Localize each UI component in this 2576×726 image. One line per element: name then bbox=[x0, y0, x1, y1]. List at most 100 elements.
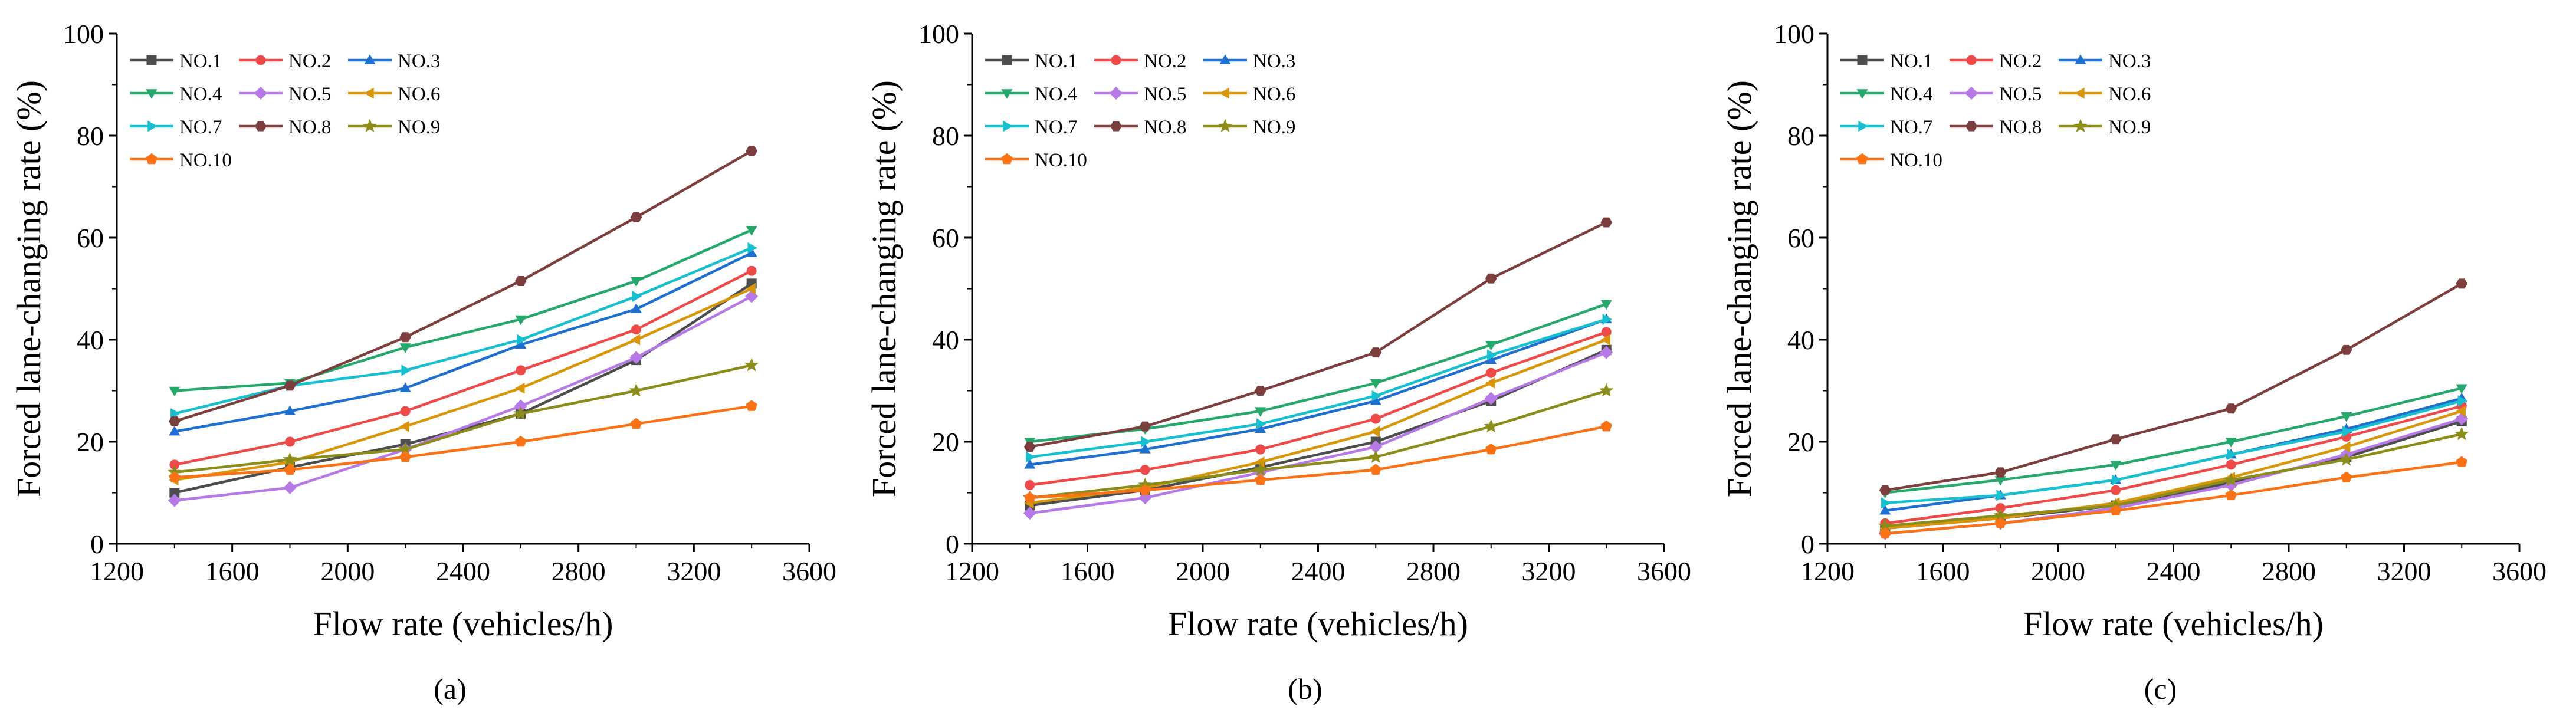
data-point bbox=[747, 242, 757, 254]
data-point bbox=[399, 332, 411, 343]
legend-label: NO.9 bbox=[1253, 117, 1295, 138]
data-point bbox=[1024, 459, 1036, 469]
series-line bbox=[1029, 351, 1607, 515]
data-point bbox=[1370, 464, 1381, 475]
data-point bbox=[1370, 379, 1381, 389]
data-point bbox=[2110, 461, 2122, 471]
series-line bbox=[174, 270, 753, 467]
y-tick-label: 60 bbox=[1787, 223, 1814, 253]
series-line bbox=[1029, 338, 1607, 505]
data-point bbox=[1371, 390, 1382, 402]
data-point bbox=[746, 146, 757, 156]
series-line bbox=[1029, 318, 1607, 467]
data-point bbox=[2340, 344, 2352, 355]
data-point bbox=[2109, 434, 2122, 445]
data-point bbox=[516, 365, 526, 376]
legend-entry: NO.3 bbox=[1203, 51, 1295, 72]
data-point bbox=[515, 435, 527, 447]
series-line bbox=[1029, 221, 1607, 448]
legend-label: NO.1 bbox=[1035, 51, 1077, 72]
chart-panel: 1200 1600 2000 2400 2800 3200 3600 0 20 40 60 80 100… bbox=[865, 19, 1691, 705]
y-tick-label: 0 bbox=[946, 529, 959, 559]
data-point bbox=[2454, 426, 2469, 441]
data-point bbox=[1370, 347, 1382, 358]
y-axis-title: Forced lane-changing rate (%) bbox=[9, 80, 48, 497]
data-point bbox=[1255, 407, 1266, 417]
legend-entry: NO.7 bbox=[985, 117, 1077, 138]
x-tick-label: 3200 bbox=[667, 556, 721, 586]
data-point bbox=[2224, 472, 2239, 487]
x-axis-title: Flow rate (vehicles/h) bbox=[313, 605, 613, 643]
series-line bbox=[1029, 425, 1607, 500]
x-axis-title: Flow rate (vehicles/h) bbox=[2023, 605, 2324, 643]
data-point bbox=[399, 382, 411, 392]
legend-entry: NO.9 bbox=[348, 117, 440, 138]
legend-entry: NO.1 bbox=[1840, 51, 1932, 72]
data-point bbox=[1600, 334, 1610, 346]
legend-marker bbox=[147, 120, 157, 132]
data-point bbox=[400, 406, 411, 416]
data-point bbox=[169, 386, 181, 397]
legend-entry: NO.1 bbox=[985, 51, 1077, 72]
x-tick-label: 1600 bbox=[1061, 556, 1115, 586]
data-point bbox=[2341, 412, 2352, 422]
legend-label: NO.3 bbox=[1253, 51, 1295, 72]
series-no10 bbox=[1024, 420, 1612, 503]
legend-entry: NO.10 bbox=[985, 150, 1087, 171]
data-point bbox=[631, 324, 641, 335]
legend-label: NO.6 bbox=[2108, 84, 2151, 105]
legend-marker bbox=[1001, 89, 1013, 99]
data-point bbox=[1599, 383, 1614, 397]
data-point bbox=[746, 226, 757, 236]
legend-marker bbox=[364, 54, 376, 64]
series-line bbox=[174, 287, 753, 482]
data-point bbox=[1881, 497, 1891, 509]
data-point bbox=[1994, 517, 2006, 528]
chart-panel: 1200 1600 2000 2400 2800 3200 3600 0 20 40 60 80 100… bbox=[1720, 19, 2547, 705]
legend-label: NO.8 bbox=[1144, 117, 1186, 138]
data-point bbox=[1139, 421, 1151, 432]
legend-entry: NO.3 bbox=[2059, 51, 2151, 72]
series-line bbox=[1885, 387, 2462, 494]
legend-entry: NO.9 bbox=[2059, 117, 2151, 138]
legend-entry: NO.6 bbox=[2059, 84, 2151, 105]
x-tick-label: 2000 bbox=[2031, 556, 2085, 586]
data-point bbox=[1370, 426, 1380, 438]
legend-entry: NO.2 bbox=[1950, 51, 2042, 72]
legend-marker bbox=[1218, 119, 1232, 133]
legend-label: NO.4 bbox=[1890, 84, 1932, 105]
legend-marker bbox=[1001, 153, 1013, 165]
data-point bbox=[1486, 367, 1497, 378]
y-tick-label: 100 bbox=[1774, 19, 1814, 49]
series-no8 bbox=[1023, 217, 1613, 452]
legend-label: NO.5 bbox=[1144, 84, 1186, 105]
legend-label: NO.2 bbox=[1144, 51, 1186, 72]
data-point bbox=[2111, 485, 2121, 495]
data-point bbox=[1879, 527, 1891, 538]
x-tick-label: 1200 bbox=[945, 556, 999, 586]
y-tick-label: 20 bbox=[1787, 427, 1814, 457]
data-point bbox=[1600, 300, 1612, 310]
series-line bbox=[1885, 409, 2462, 530]
series-no10 bbox=[169, 400, 757, 482]
data-point bbox=[630, 277, 642, 287]
legend-marker bbox=[1964, 86, 1978, 100]
legend-marker bbox=[1110, 121, 1122, 132]
x-tick-label: 2800 bbox=[2262, 556, 2316, 586]
legend-entry: NO.8 bbox=[1094, 117, 1186, 138]
legend-marker bbox=[364, 87, 374, 99]
legend-entry: NO.2 bbox=[1094, 51, 1186, 72]
legend-marker bbox=[1965, 121, 1977, 132]
x-tick-label: 1600 bbox=[1916, 556, 1970, 586]
x-tick-label: 2400 bbox=[1291, 556, 1346, 586]
data-point bbox=[401, 364, 411, 376]
data-point bbox=[1139, 484, 1151, 495]
data-point bbox=[1879, 504, 1891, 515]
legend-entry: NO.7 bbox=[130, 117, 222, 138]
y-axis-title: Forced lane-changing rate (%) bbox=[865, 80, 903, 497]
legend-marker bbox=[363, 119, 377, 133]
data-point bbox=[746, 400, 757, 411]
data-point bbox=[2339, 452, 2354, 466]
data-point bbox=[1369, 449, 1383, 464]
panel-caption: (c) bbox=[2144, 672, 2177, 705]
